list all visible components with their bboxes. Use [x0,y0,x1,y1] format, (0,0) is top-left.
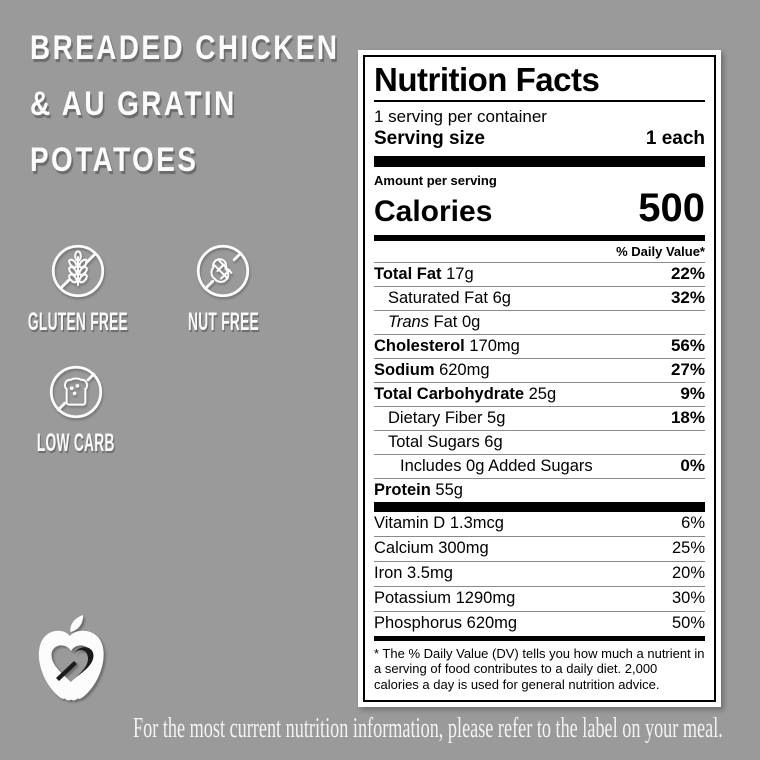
nutrient-name: Includes 0g Added Sugars [400,456,593,475]
badge-low-carb: LOW CARB [1,364,151,456]
meal-title-line-2: & AU GRATIN [30,85,237,123]
serving-size-label: Serving size [374,127,485,149]
nutrient-name: Trans Fat 0g [388,312,481,331]
nutrient-daily-value: 22% [670,264,705,283]
nutrient-daily-value: 25% [671,539,705,557]
nutrient-row: Calcium 300mg 25% [374,537,705,562]
badge-nut-free: NUT FREE [148,243,298,335]
nutrient-row: Vitamin D 1.3mcg 6% [374,512,705,537]
daily-value-footnote: * The % Daily Value (DV) tells you how m… [374,645,705,692]
nutrient-row: Iron 3.5mg 20% [374,562,705,587]
nutrient-name: Total Fat 17g [374,264,474,283]
nutrient-daily-value: 6% [681,514,705,532]
title-rule [374,100,705,102]
nutrient-name: Saturated Fat 6g [388,288,511,307]
nutrient-name: Cholesterol 170mg [374,336,520,355]
nutrient-daily-value: 56% [670,336,705,355]
nutrient-name: Iron 3.5mg [374,564,453,582]
nutrient-name: Potassium 1290mg [374,589,516,607]
nutrition-facts-title: Nutrition Facts [374,61,600,98]
nutrient-row: Protein 55g [374,479,705,502]
nutrient-daily-value: 50% [671,614,705,632]
nutrient-daily-value: 20% [671,564,705,582]
nutrient-row: Cholesterol 170mg 56% [374,335,705,359]
nutrient-row: Sodium 620mg 27% [374,359,705,383]
nutrient-daily-value: 9% [680,384,705,403]
nutrient-name: Vitamin D 1.3mcg [374,514,504,532]
nutrient-name: Protein 55g [374,480,463,499]
nutrient-rows-vitamins: Vitamin D 1.3mcg 6% Calcium 300mg 25% Iron 3… [374,512,705,636]
nutrient-row: Potassium 1290mg 30% [374,587,705,612]
amount-per-serving-label: Amount per serving [374,172,497,188]
nutrient-daily-value: 18% [670,408,705,427]
footer-disclaimer: For the most current nutrition informati… [133,713,723,744]
nutrient-name: Dietary Fiber 5g [388,408,506,427]
nutrient-daily-value: 27% [670,360,705,379]
separator-bar-protein [374,501,705,512]
nutrient-daily-value: 32% [670,288,705,307]
nutrient-name: Calcium 300mg [374,539,489,557]
separator-bar-medium [374,234,705,241]
apple-heart-logo [38,615,104,701]
separator-bar-thick [374,155,705,167]
calories-value: 500 [638,185,705,230]
nutrient-row: Trans Fat 0g [374,311,705,335]
badge-gluten-free: GLUTEN FREE [3,243,153,335]
wheat-crossed-icon [51,244,105,298]
badge-gluten-free-label: GLUTEN FREE [27,308,129,336]
nutrient-daily-value: 0% [680,456,705,475]
nutrient-row: Total Carbohydrate 25g 9% [374,383,705,407]
serving-size-value: 1 each [645,127,705,149]
badge-low-carb-label: LOW CARB [37,429,115,457]
separator-bar-footnote [374,635,705,641]
meal-title-line-1: BREADED CHICKEN [30,29,340,67]
nutrient-row: Total Sugars 6g [374,431,705,455]
calories-label: Calories [374,194,493,228]
nutrient-row: Saturated Fat 6g 32% [374,287,705,311]
peanut-crossed-icon [196,244,250,298]
nutrition-facts-card: Nutrition Facts 1 serving per container … [358,50,721,707]
nutrient-daily-value: 30% [671,589,705,607]
serving-size-row: Serving size 1 each [374,127,705,151]
calories-row: Calories 500 [374,188,705,230]
servings-per-container: 1 serving per container [374,106,547,126]
nutrient-row: Total Fat 17g 22% [374,263,705,287]
bread-crossed-icon [49,365,103,419]
meal-title: BREADED CHICKEN & AU GRATIN POTATOES [30,20,340,188]
nutrient-row: Includes 0g Added Sugars 0% [374,455,705,479]
nutrient-name: Total Carbohydrate 25g [374,384,557,403]
nutrient-row: Phosphorus 620mg 50% [374,612,705,636]
nutrition-facts-box: Nutrition Facts 1 serving per container … [363,55,716,702]
meal-title-line-3: POTATOES [30,141,199,179]
badge-nut-free-label: NUT FREE [187,308,259,336]
daily-value-header: % Daily Value* [374,241,705,263]
nutrient-name: Phosphorus 620mg [374,614,518,632]
nutrient-name: Sodium 620mg [374,360,490,379]
nutrient-row: Dietary Fiber 5g 18% [374,407,705,431]
apple-leaf [70,615,84,632]
nutrient-name: Total Sugars 6g [388,432,503,451]
nutrient-rows-main: Total Fat 17g 22% Saturated Fat 6g 32% Trans… [374,263,705,502]
